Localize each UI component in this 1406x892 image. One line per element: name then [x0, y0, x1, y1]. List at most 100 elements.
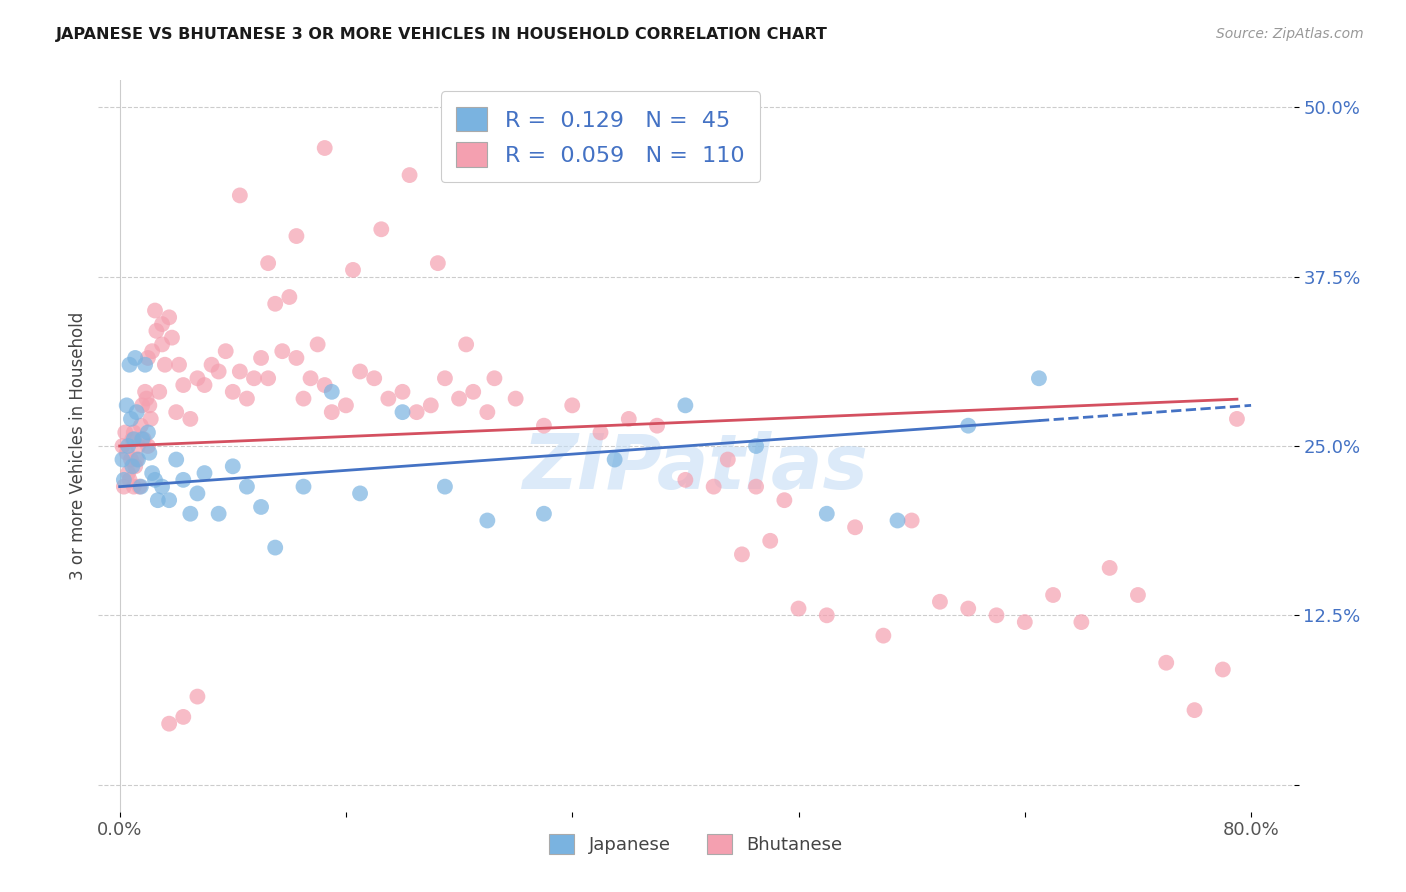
Point [125, 405, 148, 419]
Point [150, 480, 173, 494]
Point [745, 439, 768, 453]
Point [229, 364, 252, 378]
Point [1184, 703, 1206, 717]
Point [122, 480, 145, 494]
Point [1154, 656, 1177, 670]
Point [477, 405, 499, 419]
Point [165, 452, 187, 467]
Point [342, 263, 364, 277]
Point [120, 412, 142, 426]
Point [131, 398, 153, 412]
Point [153, 358, 176, 372]
Point [129, 480, 152, 494]
Point [335, 398, 357, 412]
Point [122, 425, 145, 440]
Point [731, 547, 754, 561]
Point [128, 480, 150, 494]
Point [773, 493, 796, 508]
Point [117, 439, 139, 453]
Point [136, 351, 159, 365]
Point [533, 418, 555, 433]
Point [121, 459, 143, 474]
Point [150, 337, 173, 351]
Point [957, 601, 980, 615]
Point [222, 384, 245, 399]
Point [157, 716, 180, 731]
Point [815, 608, 838, 623]
Point [172, 710, 194, 724]
Point [484, 371, 506, 385]
Point [115, 398, 138, 412]
Point [271, 344, 294, 359]
Point [118, 358, 141, 372]
Point [243, 371, 266, 385]
Point [160, 331, 183, 345]
Point [165, 405, 187, 419]
Point [150, 317, 173, 331]
Point [236, 480, 259, 494]
Point [145, 324, 167, 338]
Point [307, 337, 329, 351]
Point [186, 371, 208, 385]
Point [419, 398, 441, 412]
Point [872, 629, 894, 643]
Point [193, 378, 215, 392]
Point [673, 473, 696, 487]
Point [717, 452, 740, 467]
Point [125, 452, 148, 467]
Point [929, 595, 952, 609]
Point [377, 392, 399, 406]
Point [250, 500, 273, 514]
Point [673, 398, 696, 412]
Point [124, 459, 146, 474]
Point [285, 351, 308, 365]
Point [886, 514, 908, 528]
Point [121, 432, 143, 446]
Point [1098, 561, 1121, 575]
Text: ZIPatlas: ZIPatlas [523, 431, 869, 505]
Point [139, 412, 162, 426]
Point [115, 446, 138, 460]
Point [146, 493, 169, 508]
Point [141, 466, 163, 480]
Point [186, 486, 208, 500]
Point [617, 412, 640, 426]
Point [589, 425, 612, 440]
Point [127, 439, 149, 453]
Point [215, 344, 238, 359]
Point [172, 473, 194, 487]
Point [138, 398, 160, 412]
Point [264, 297, 287, 311]
Point [134, 384, 156, 399]
Point [1014, 615, 1036, 629]
Point [433, 371, 456, 385]
Point [141, 344, 163, 359]
Point [449, 392, 471, 406]
Point [844, 520, 866, 534]
Point [127, 452, 149, 467]
Point [257, 256, 280, 270]
Point [292, 392, 315, 406]
Point [193, 466, 215, 480]
Point [157, 310, 180, 325]
Point [112, 480, 135, 494]
Point [278, 290, 301, 304]
Point [134, 358, 156, 372]
Point [120, 452, 142, 467]
Point [363, 371, 385, 385]
Point [561, 398, 583, 412]
Point [179, 507, 201, 521]
Point [426, 256, 449, 270]
Point [349, 364, 371, 378]
Point [111, 452, 134, 467]
Text: JAPANESE VS BHUTANESE 3 OR MORE VEHICLES IN HOUSEHOLD CORRELATION CHART: JAPANESE VS BHUTANESE 3 OR MORE VEHICLES… [56, 27, 828, 42]
Point [533, 507, 555, 521]
Point [200, 358, 222, 372]
Point [236, 392, 259, 406]
Point [645, 418, 668, 433]
Point [1126, 588, 1149, 602]
Point [349, 486, 371, 500]
Point [132, 432, 155, 446]
Legend: Japanese, Bhutanese: Japanese, Bhutanese [541, 827, 851, 861]
Point [1042, 588, 1064, 602]
